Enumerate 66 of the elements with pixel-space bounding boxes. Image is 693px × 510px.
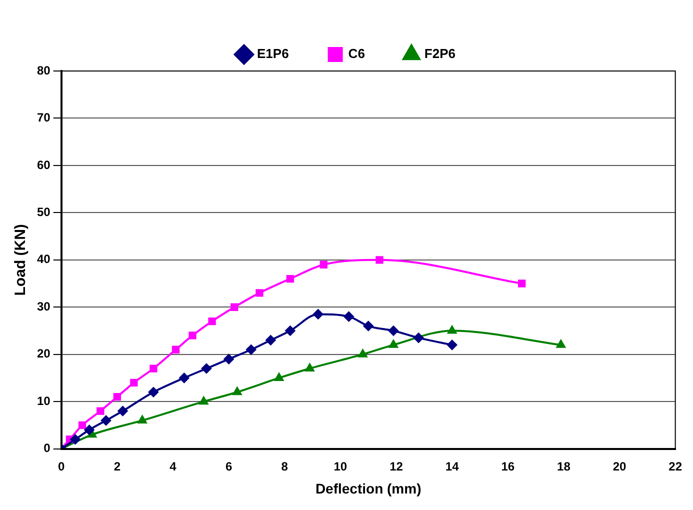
x-tick-label: 14: [445, 459, 460, 474]
y-tick-label: 10: [36, 394, 51, 408]
point: [414, 332, 424, 343]
point: [138, 415, 147, 424]
point: [556, 340, 566, 348]
point: [363, 321, 374, 332]
x-tick-label: 16: [501, 459, 515, 474]
point: [388, 340, 398, 348]
point: [230, 303, 238, 311]
point: [388, 326, 398, 336]
point: [286, 274, 294, 283]
point: [266, 335, 276, 346]
point: [376, 256, 384, 264]
point: [179, 372, 190, 383]
point: [518, 280, 526, 288]
point: [78, 421, 86, 430]
point: [201, 364, 212, 374]
point: [118, 406, 128, 416]
point: [84, 424, 94, 435]
point: [274, 372, 284, 381]
x-axis-title: Deflection (mm): [315, 480, 422, 496]
y-tick-label: 20: [36, 346, 51, 361]
point: [246, 344, 256, 355]
point: [96, 407, 104, 415]
point: [208, 317, 216, 326]
point: [313, 309, 324, 320]
point: [199, 396, 208, 405]
legend-label: E1P6: [257, 46, 289, 62]
y-tick-label: 40: [36, 252, 51, 266]
y-tick-label: 30: [36, 299, 51, 314]
x-tick-label: 18: [557, 459, 571, 474]
point: [113, 393, 121, 401]
y-tick-label: 80: [36, 63, 51, 78]
legend-label: F2P6: [424, 46, 456, 62]
point: [224, 354, 234, 364]
point: [256, 289, 264, 297]
x-tick-label: 4: [170, 459, 177, 474]
point: [150, 364, 158, 372]
y-tick-label: 60: [36, 158, 51, 172]
point: [130, 378, 138, 387]
legend-label: C6: [348, 46, 365, 62]
point: [344, 312, 354, 322]
point: [148, 387, 158, 398]
y-tick-label: 50: [36, 204, 51, 219]
x-tick-label: 2: [114, 459, 121, 474]
y-axis-title: Load (KN): [12, 224, 30, 296]
point: [447, 340, 458, 350]
point: [70, 434, 80, 444]
point: [320, 260, 328, 268]
y-tick-label: 70: [36, 110, 51, 125]
x-tick-label: 12: [390, 459, 404, 474]
x-tick-label: 20: [612, 459, 627, 474]
x-tick-label: 22: [668, 459, 682, 474]
x-tick-label: 6: [225, 459, 232, 474]
point: [448, 326, 457, 334]
point: [232, 387, 242, 396]
point: [172, 346, 180, 354]
point: [305, 364, 314, 372]
point: [101, 415, 111, 426]
point: [285, 326, 296, 336]
point: [358, 349, 368, 358]
y-tick-label: 0: [44, 441, 51, 456]
x-tick-label: 0: [58, 459, 66, 474]
x-tick-label: 8: [281, 459, 288, 474]
x-tick-label: 10: [334, 459, 348, 474]
point: [188, 332, 196, 340]
